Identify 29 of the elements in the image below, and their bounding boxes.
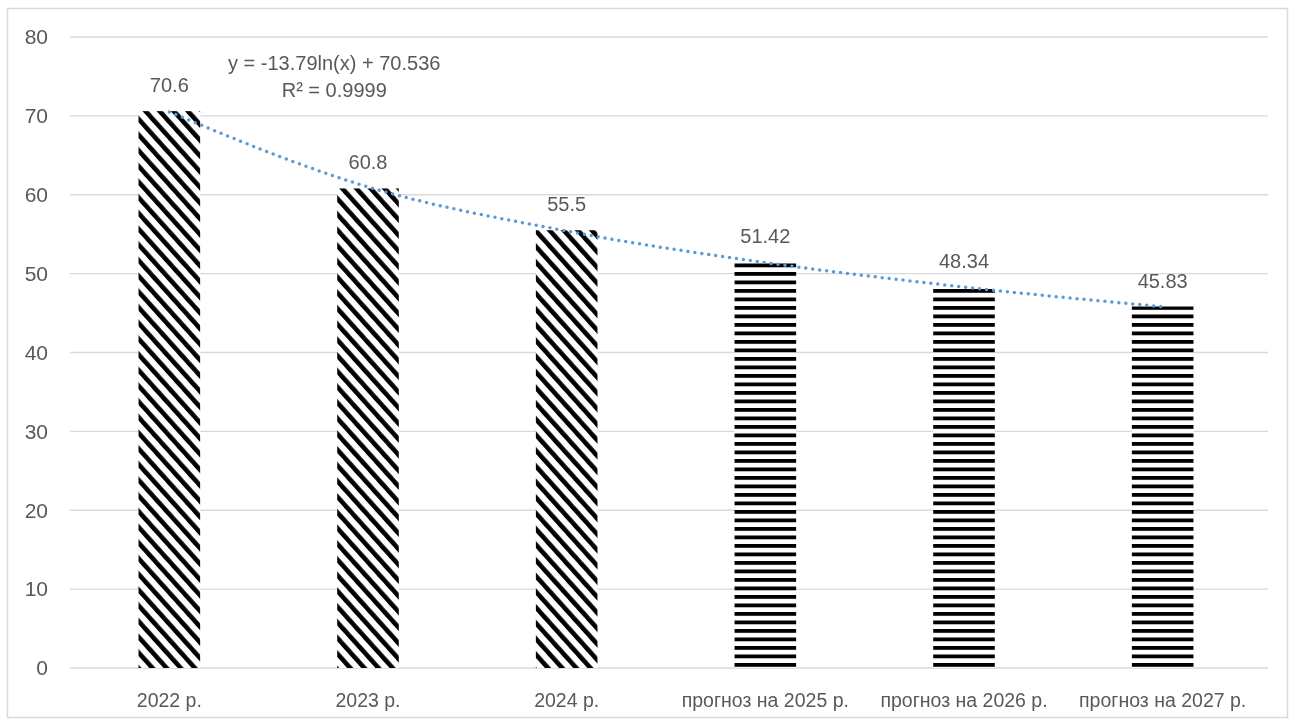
y-tick-label: 60 bbox=[24, 183, 48, 207]
bar bbox=[734, 262, 797, 668]
data-label: 60.8 bbox=[348, 151, 388, 174]
bar bbox=[138, 111, 201, 668]
bar bbox=[1131, 306, 1194, 668]
bar bbox=[337, 188, 399, 668]
x-tick-label: 2022 р. bbox=[136, 689, 202, 711]
bar bbox=[933, 286, 995, 668]
x-tick-label: прогноз на 2026 р. bbox=[880, 689, 1048, 711]
data-label: 48.34 bbox=[938, 249, 990, 272]
y-tick-label: 0 bbox=[36, 656, 48, 680]
x-tick-label: прогноз на 2027 р. bbox=[1079, 689, 1247, 711]
data-label: 51.42 bbox=[740, 225, 791, 248]
annotation: R² = 0.9999 bbox=[281, 79, 387, 101]
y-tick-label: 80 bbox=[24, 25, 48, 49]
y-tick-label: 50 bbox=[24, 261, 48, 285]
data-label: 70.6 bbox=[149, 74, 189, 97]
x-tick-label: 2023 р. bbox=[335, 689, 401, 711]
y-tick-label: 10 bbox=[24, 577, 48, 601]
data-label: 45.83 bbox=[1137, 269, 1188, 292]
annotation: y = -13.79ln(x) + 70.536 bbox=[228, 52, 441, 74]
y-tick-label: 30 bbox=[24, 419, 48, 443]
data-label: 55.5 bbox=[547, 193, 587, 216]
bar bbox=[535, 230, 598, 668]
x-tick-label: прогноз на 2025 р. bbox=[681, 689, 849, 711]
x-tick-label: 2024 р. bbox=[534, 689, 600, 711]
y-tick-label: 70 bbox=[24, 104, 48, 128]
y-tick-label: 20 bbox=[24, 498, 48, 522]
y-tick-label: 40 bbox=[24, 340, 48, 364]
